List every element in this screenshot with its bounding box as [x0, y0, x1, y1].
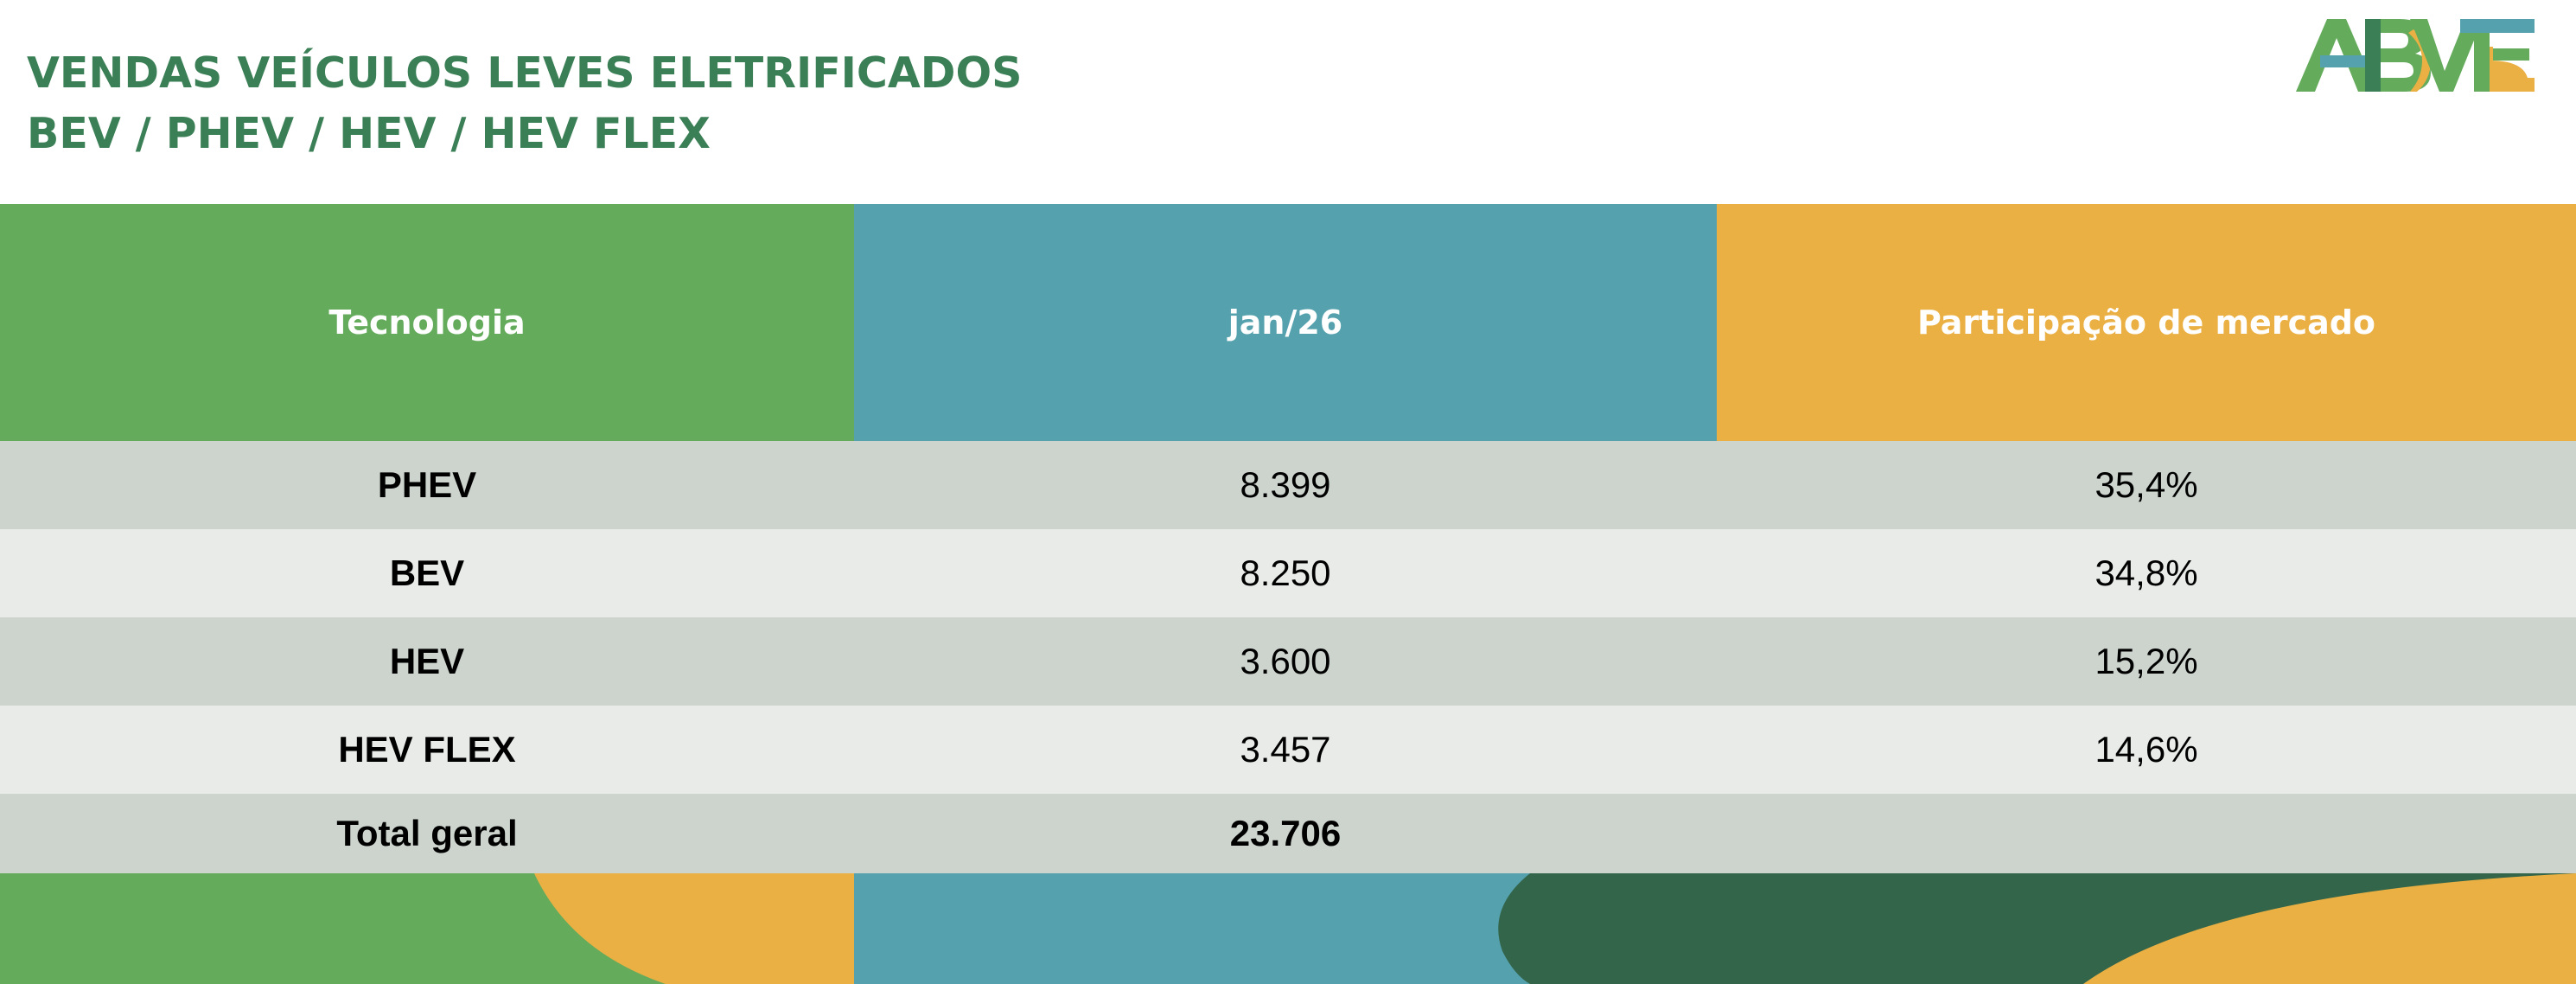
cell-participacao: 14,6%	[2095, 729, 2198, 770]
cell-total-label: Total geral	[336, 813, 518, 853]
table-row: HEV FLEX 3.457 14,6%	[0, 706, 2576, 794]
cell-vendas: 8.250	[1240, 553, 1331, 593]
cell-participacao: 15,2%	[2095, 641, 2198, 681]
title-line-2: BEV / PHEV / HEV / HEV FLEX	[27, 109, 711, 158]
decorative-footer-band	[0, 873, 2576, 984]
cell-total-vendas: 23.706	[1229, 813, 1342, 853]
cell-vendas: 3.600	[1240, 641, 1331, 681]
title-line-1: VENDAS VEÍCULOS LEVES ELETRIFICADOS	[27, 48, 1023, 98]
sales-table: Tecnologia jan/26 Participação de mercad…	[0, 204, 2576, 873]
page-title: VENDAS VEÍCULOS LEVES ELETRIFICADOS BEV …	[27, 43, 1022, 164]
cell-tecnologia: BEV	[389, 553, 465, 593]
cell-tecnologia: HEV	[389, 641, 465, 681]
cell-participacao: 35,4%	[2095, 464, 2198, 505]
abve-logo-icon	[2296, 17, 2535, 93]
column-header-participacao: Participação de mercado	[1717, 204, 2576, 441]
cell-total-participacao	[1717, 794, 2576, 873]
table-total-row: Total geral 23.706	[0, 794, 2576, 873]
cell-tecnologia: PHEV	[377, 464, 477, 505]
column-header-tecnologia: Tecnologia	[0, 204, 854, 441]
cell-vendas: 3.457	[1240, 729, 1331, 770]
table-row: HEV 3.600 15,2%	[0, 617, 2576, 706]
table-row: PHEV 8.399 35,4%	[0, 441, 2576, 529]
cell-vendas: 8.399	[1240, 464, 1331, 505]
cell-participacao: 34,8%	[2095, 553, 2198, 593]
column-header-period: jan/26	[854, 204, 1717, 441]
table-header: Tecnologia jan/26 Participação de mercad…	[0, 204, 2576, 441]
cell-tecnologia: HEV FLEX	[338, 729, 516, 770]
table-row: BEV 8.250 34,8%	[0, 529, 2576, 617]
